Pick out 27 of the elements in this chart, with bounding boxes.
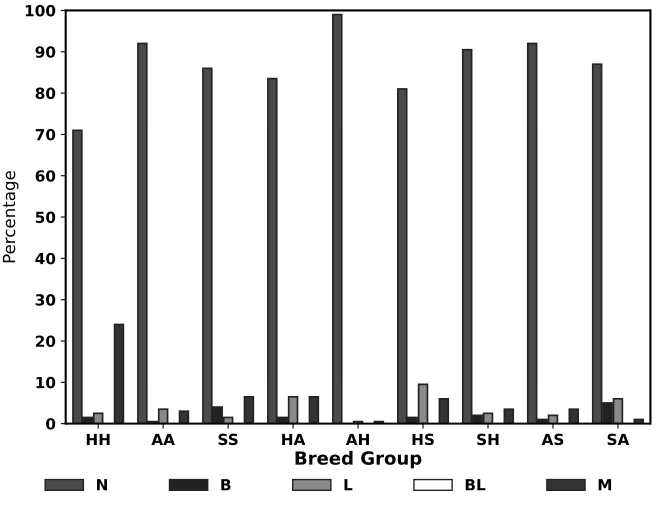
legend-label: BL bbox=[466, 479, 486, 490]
x-tick-label: HS bbox=[412, 434, 434, 446]
legend-label: M bbox=[598, 479, 612, 490]
x-axis-title: Breed Group bbox=[296, 450, 422, 468]
legend-label: N bbox=[97, 479, 107, 490]
x-tick-label: AA bbox=[151, 434, 175, 445]
y-axis-title: Percentage bbox=[2, 171, 19, 262]
x-tick-label: SH bbox=[477, 434, 498, 446]
legend-label: B bbox=[221, 479, 230, 490]
y-tick-label: 80 bbox=[36, 88, 56, 100]
x-tick-label: HA bbox=[282, 434, 306, 445]
y-tick-label: 0 bbox=[46, 418, 56, 430]
x-tick-label: SA bbox=[608, 434, 630, 446]
y-tick-label: 40 bbox=[35, 252, 56, 264]
y-tick-label: 100 bbox=[26, 4, 56, 16]
x-tick-label: AH bbox=[346, 434, 369, 445]
legend-label: L bbox=[344, 479, 352, 490]
y-tick-label: 50 bbox=[36, 212, 56, 224]
y-tick-label: 20 bbox=[36, 335, 56, 348]
y-tick-label: 60 bbox=[36, 170, 56, 182]
y-tick-label: 90 bbox=[36, 46, 56, 58]
x-tick-label: AS bbox=[542, 434, 564, 446]
y-tick-label: 70 bbox=[36, 128, 56, 140]
y-tick-label: 30 bbox=[36, 294, 56, 306]
y-tick-label: 10 bbox=[36, 376, 56, 388]
x-tick-label: HH bbox=[86, 434, 110, 445]
x-tick-label: SS bbox=[218, 434, 238, 446]
